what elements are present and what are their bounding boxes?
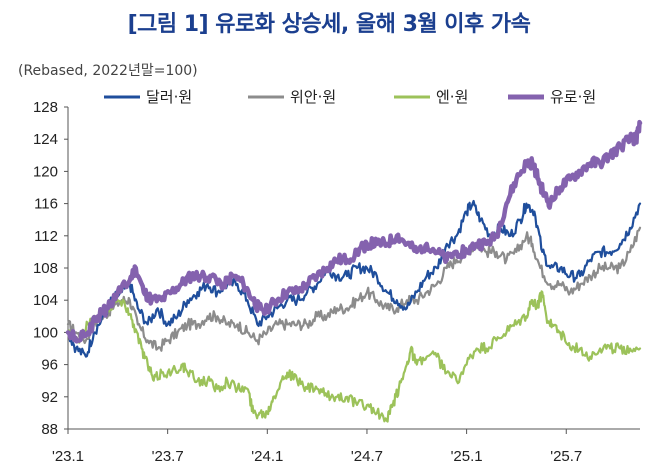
y-tick-label: 124 — [33, 131, 58, 148]
chart-legend: 달러·원 위안·원 엔·원 유로·원 — [104, 88, 596, 106]
y-tick-label: 88 — [41, 421, 58, 438]
x-tick-label: '25.7 — [550, 448, 582, 465]
legend-label-usd: 달러·원 — [146, 88, 192, 106]
y-tick-label: 116 — [34, 196, 58, 213]
chart-axes: 88 92 96 100 104 108 112 116 120 124 128 '23.1 '23.7… — [33, 99, 640, 465]
x-tick-label: '23.1 — [52, 448, 84, 465]
legend-label-jpy: 엔·원 — [436, 88, 468, 106]
y-tick-label: 108 — [33, 260, 58, 277]
series-line-eur — [65, 119, 643, 344]
y-tick-label: 100 — [33, 324, 58, 341]
x-tick-label: '24.7 — [351, 448, 383, 465]
series-line-jpy — [66, 290, 642, 423]
legend-label-cny: 위안·원 — [290, 88, 336, 106]
x-tick-label: '25.1 — [451, 448, 483, 465]
chart-title: [그림 1] 유로화 상승세, 올해 3월 이후 가속 — [127, 12, 531, 37]
y-tick-label: 120 — [33, 163, 58, 180]
y-tick-label: 104 — [33, 292, 58, 309]
unit-note: (Rebased, 2022년말=100) — [18, 63, 198, 79]
y-tick-label: 92 — [41, 389, 58, 406]
y-tick-label: 128 — [33, 99, 58, 116]
series-line-cny — [66, 226, 642, 352]
y-tick-label: 96 — [41, 357, 58, 374]
x-tick-label: '23.7 — [152, 448, 184, 465]
y-tick-label: 112 — [34, 228, 58, 245]
legend-label-eur: 유로·원 — [550, 88, 596, 106]
x-tick-label: '24.1 — [251, 448, 283, 465]
series-layer — [65, 119, 643, 423]
series-line-usd — [66, 199, 642, 358]
